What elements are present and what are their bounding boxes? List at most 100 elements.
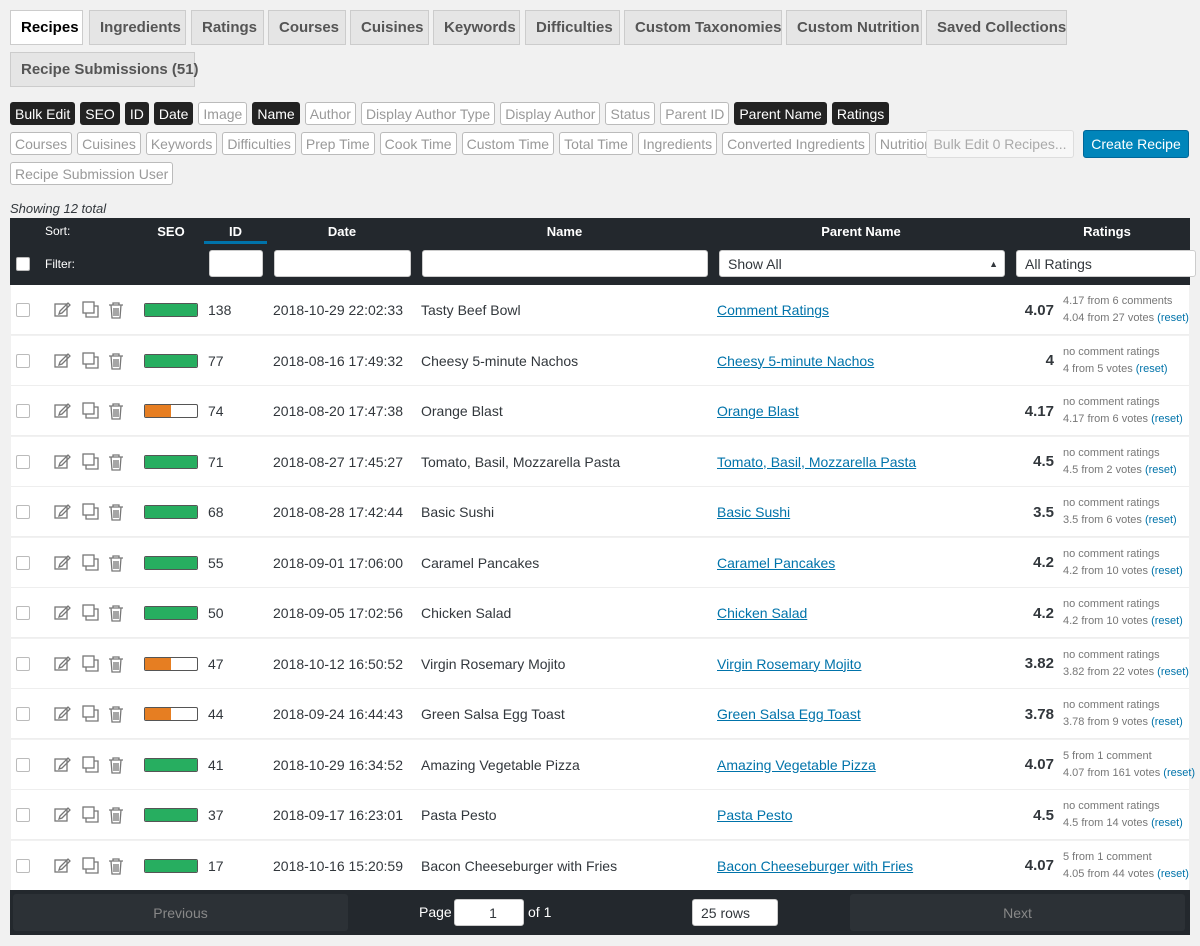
parent-link[interactable]: Virgin Rosemary Mojito (717, 655, 862, 672)
duplicate-icon[interactable] (82, 301, 99, 318)
edit-icon[interactable] (54, 605, 71, 620)
reset-link[interactable]: (reset) (1157, 867, 1189, 880)
row-checkbox[interactable] (16, 808, 30, 822)
column-header[interactable]: Parent Name (821, 224, 901, 239)
row-checkbox[interactable] (16, 454, 30, 469)
delete-icon[interactable] (109, 453, 123, 471)
edit-icon[interactable] (54, 655, 71, 671)
parent-link[interactable]: Caramel Pancakes (717, 554, 836, 571)
reset-link[interactable]: (reset) (1144, 463, 1177, 476)
duplicate-icon[interactable] (82, 402, 99, 419)
delete-icon[interactable] (109, 756, 123, 774)
tab[interactable]: Custom Nutrition (786, 10, 922, 45)
column-toggle[interactable]: Keywords (145, 132, 218, 155)
delete-icon[interactable] (109, 655, 123, 673)
row-checkbox[interactable] (16, 353, 30, 368)
duplicate-icon[interactable] (82, 452, 99, 470)
row-checkbox[interactable] (16, 656, 30, 671)
row-checkbox[interactable] (16, 505, 30, 519)
column-header[interactable]: ID (204, 218, 267, 244)
select-all-checkbox[interactable] (16, 257, 30, 271)
delete-icon[interactable] (109, 554, 123, 572)
column-toggle[interactable]: Author (304, 102, 356, 125)
delete-icon[interactable] (109, 504, 123, 521)
tab[interactable]: Recipes (10, 10, 83, 45)
row-checkbox[interactable] (16, 303, 30, 317)
delete-icon[interactable] (109, 807, 123, 824)
row-checkbox[interactable] (16, 707, 30, 721)
tab[interactable]: Keywords (433, 10, 520, 45)
page-input[interactable]: 1 (454, 899, 524, 926)
edit-icon[interactable] (54, 453, 71, 469)
column-toggle[interactable]: Image (198, 102, 248, 125)
column-toggle[interactable]: Difficulties (222, 132, 296, 155)
edit-icon[interactable] (54, 706, 71, 721)
column-toggle[interactable]: Total Time (559, 132, 633, 155)
column-toggle[interactable]: Prep Time (300, 132, 375, 155)
duplicate-icon[interactable] (82, 604, 99, 621)
duplicate-icon[interactable] (82, 856, 99, 874)
tab[interactable]: Ingredients (89, 10, 186, 45)
column-toggle[interactable]: Display Author (500, 102, 601, 125)
edit-icon[interactable] (54, 403, 71, 418)
column-toggle[interactable]: Display Author Type (360, 102, 496, 125)
column-toggle[interactable]: Parent Name (734, 102, 827, 125)
reset-link[interactable]: (reset) (1151, 817, 1183, 829)
parent-link[interactable]: Cheesy 5-minute Nachos (717, 352, 875, 369)
column-toggle[interactable]: Date (153, 102, 194, 125)
previous-button[interactable]: Previous (13, 894, 348, 931)
tab[interactable]: Recipe Submissions (51) (10, 52, 199, 87)
row-checkbox[interactable] (16, 555, 30, 570)
duplicate-icon[interactable] (82, 351, 99, 369)
row-checkbox[interactable] (16, 404, 30, 418)
parent-link[interactable]: Comment Ratings (717, 302, 830, 318)
create-recipe-button[interactable]: Create Recipe (1083, 130, 1189, 158)
date-filter[interactable] (274, 250, 411, 277)
edit-icon[interactable] (54, 352, 71, 368)
reset-link[interactable]: (reset) (1144, 514, 1177, 526)
duplicate-icon[interactable] (82, 654, 99, 672)
column-toggle[interactable]: ID (124, 102, 149, 125)
tab[interactable]: Ratings (191, 10, 264, 45)
delete-icon[interactable] (109, 403, 123, 420)
column-toggle[interactable]: Courses (10, 132, 73, 155)
column-toggle[interactable]: SEO (80, 102, 120, 125)
ratings-filter[interactable]: All Ratings (1016, 250, 1196, 277)
duplicate-icon[interactable] (82, 755, 99, 773)
parent-link[interactable]: Chicken Salad (717, 605, 808, 621)
delete-icon[interactable] (109, 352, 123, 370)
reset-link[interactable]: (reset) (1151, 615, 1183, 627)
reset-link[interactable]: (reset) (1135, 362, 1168, 375)
delete-icon[interactable] (109, 706, 123, 723)
rows-select[interactable]: 25 rows (692, 899, 778, 926)
edit-icon[interactable] (54, 807, 71, 822)
tab[interactable]: Difficulties (525, 10, 620, 45)
column-toggle[interactable]: Status (605, 102, 656, 125)
edit-icon[interactable] (54, 554, 71, 570)
row-checkbox[interactable] (16, 858, 30, 873)
delete-icon[interactable] (109, 605, 123, 622)
parent-link[interactable]: Amazing Vegetable Pizza (717, 756, 876, 773)
duplicate-icon[interactable] (82, 806, 99, 823)
column-toggle[interactable]: Cuisines (77, 132, 141, 155)
column-header[interactable]: Date (327, 224, 357, 239)
reset-link[interactable]: (reset) (1151, 413, 1183, 425)
reset-link[interactable]: (reset) (1151, 716, 1183, 728)
name-filter[interactable] (422, 250, 708, 277)
parent-link[interactable]: Orange Blast (717, 403, 799, 419)
bulk-edit-button[interactable]: Bulk Edit 0 Recipes... (926, 130, 1074, 158)
parent-link[interactable]: Bacon Cheeseburger with Fries (717, 857, 914, 874)
id-filter[interactable] (209, 250, 263, 277)
parent-link[interactable]: Pasta Pesto (717, 807, 793, 823)
column-toggle[interactable]: Name (252, 102, 300, 125)
tab[interactable]: Saved Collections (926, 10, 1067, 45)
tab[interactable]: Custom Taxonomies (624, 10, 782, 45)
duplicate-icon[interactable] (82, 503, 99, 520)
duplicate-icon[interactable] (82, 553, 99, 571)
column-toggle[interactable]: Ingredients (637, 132, 718, 155)
column-toggle[interactable]: Parent ID (660, 102, 730, 125)
duplicate-icon[interactable] (82, 705, 99, 722)
column-toggle[interactable]: Ratings (831, 102, 890, 125)
tab[interactable]: Cuisines (350, 10, 429, 45)
reset-link[interactable]: (reset) (1157, 665, 1189, 678)
